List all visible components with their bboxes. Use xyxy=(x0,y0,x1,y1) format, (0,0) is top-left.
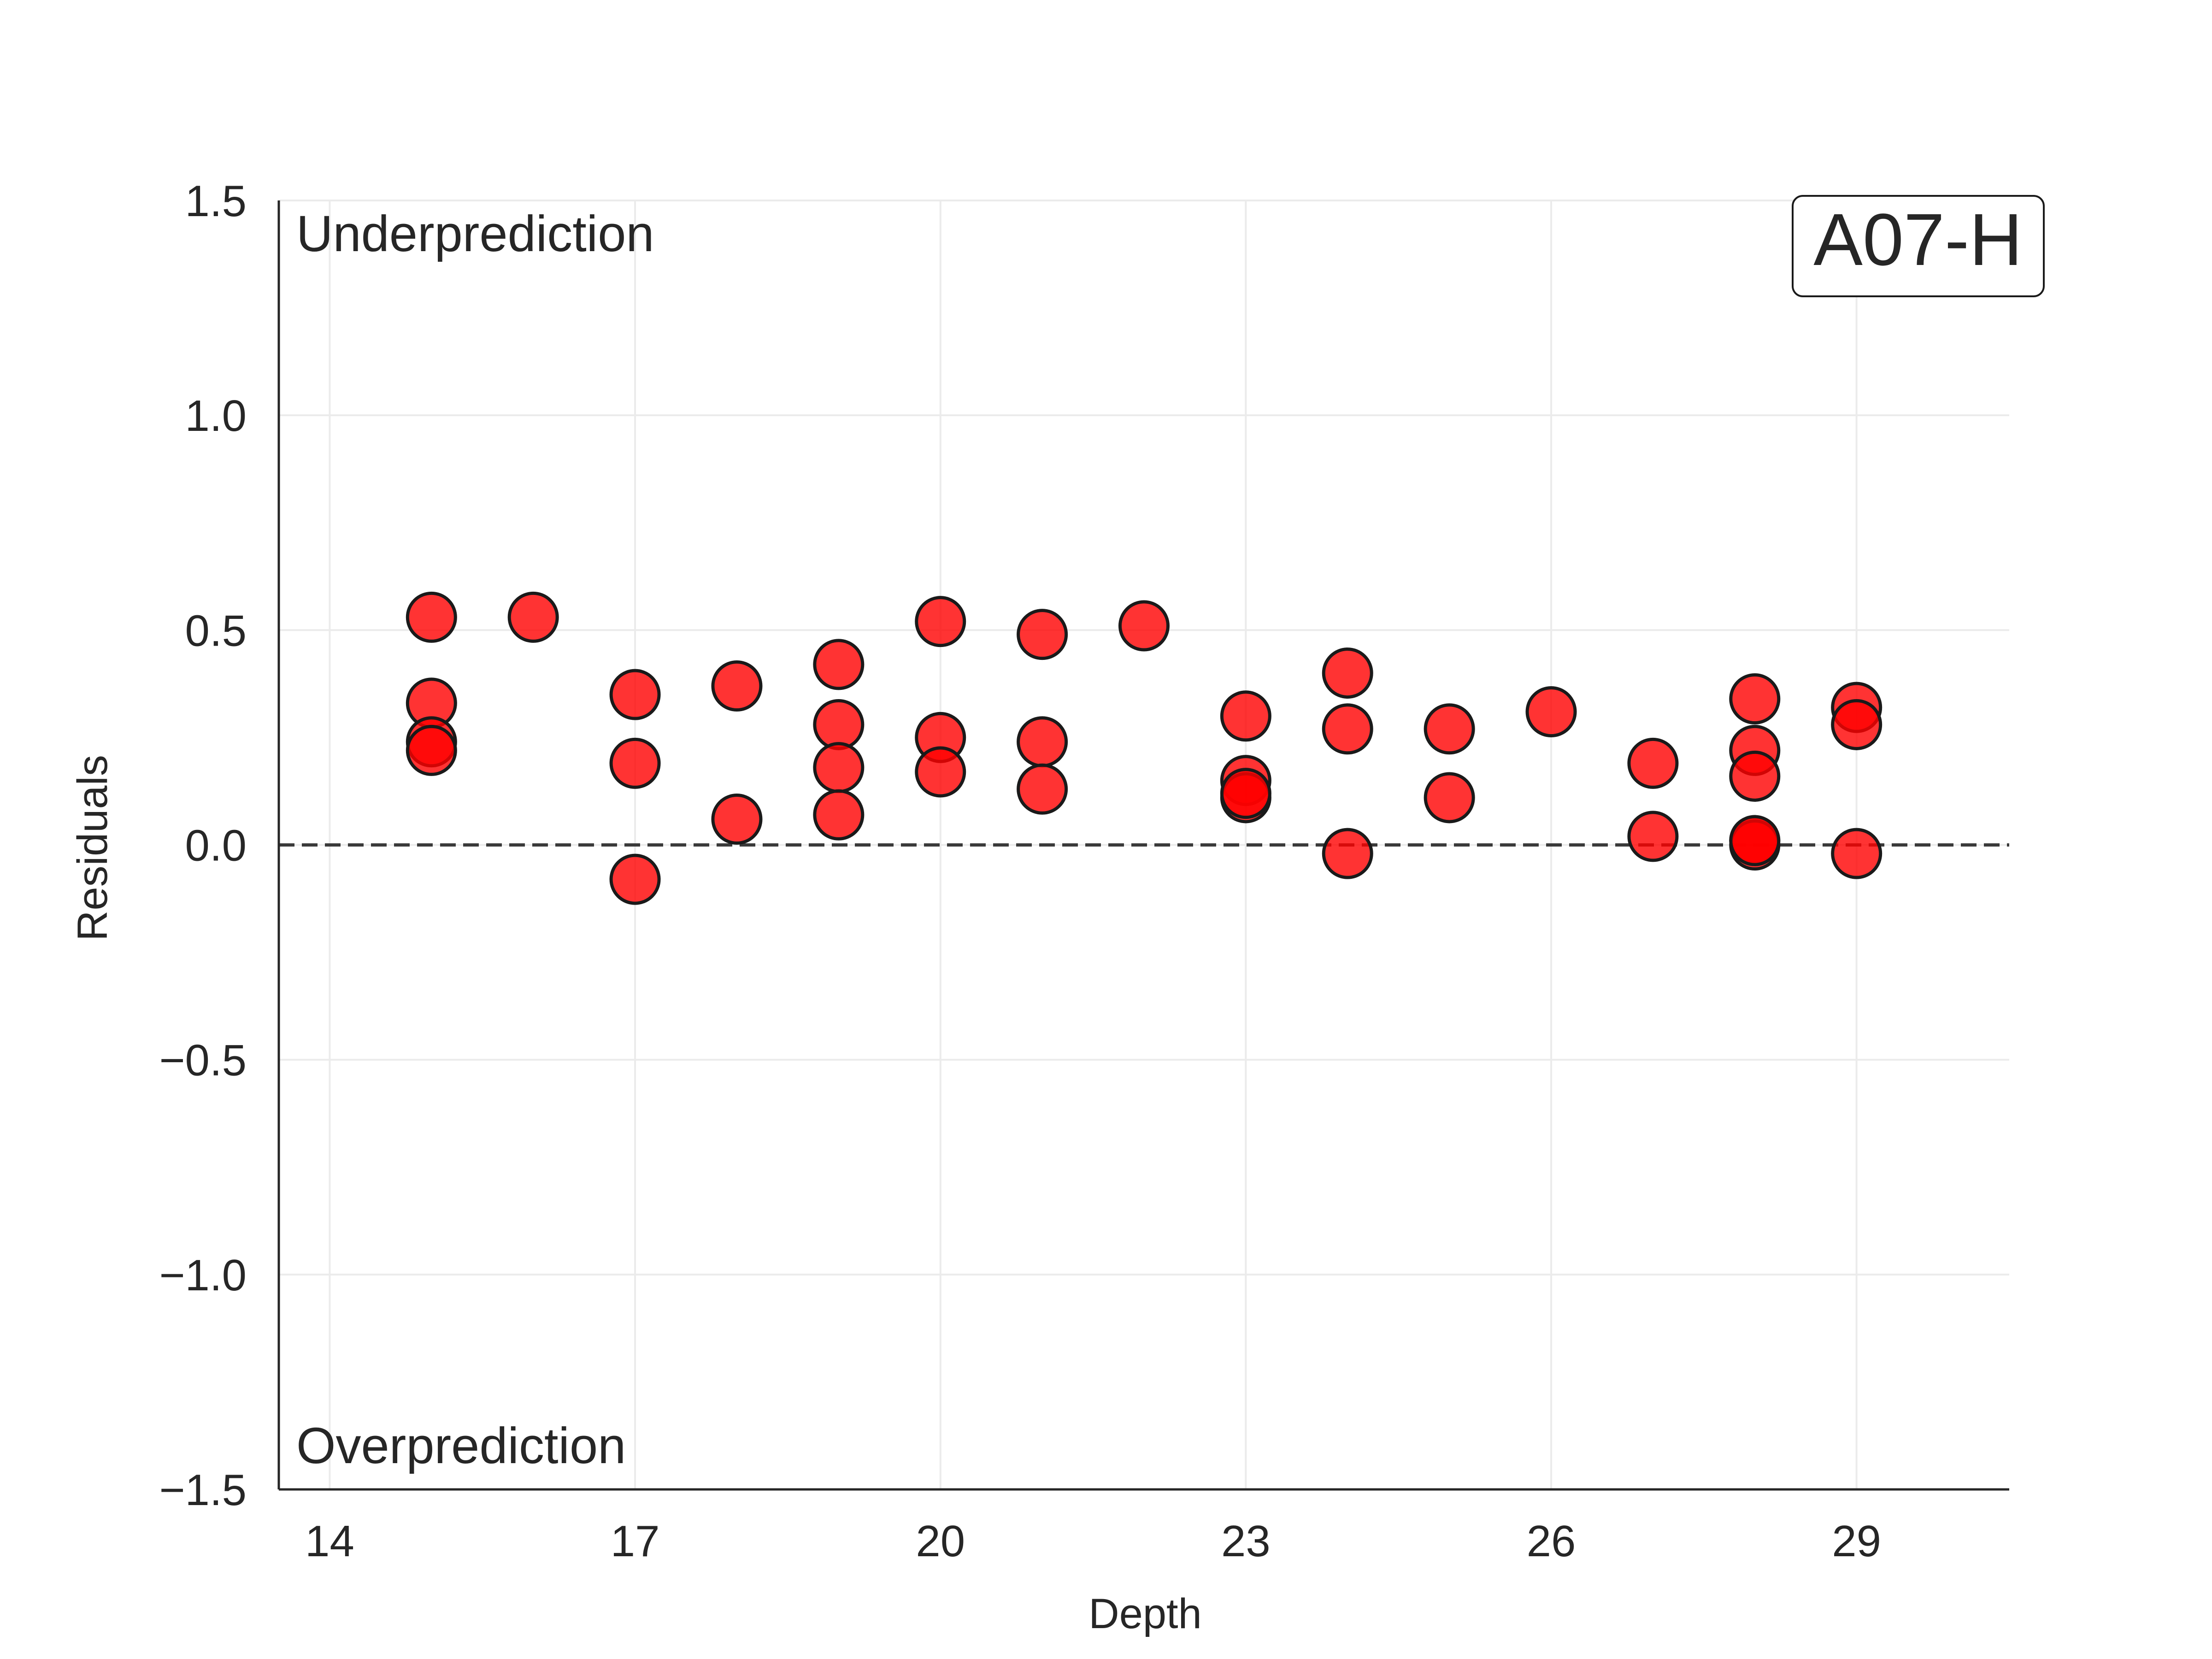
x-tick-label: 17 xyxy=(611,1517,660,1566)
region-label-top: Underprediction xyxy=(296,206,654,262)
panel-label: A07-H xyxy=(1813,198,2023,281)
y-tick-label: −1.0 xyxy=(159,1251,247,1300)
data-point xyxy=(1831,699,1883,750)
data-point xyxy=(1627,811,1679,862)
data-point xyxy=(507,591,559,643)
data-point xyxy=(1017,716,1068,768)
data-point xyxy=(1729,673,1781,725)
panel-label-box: A07-H xyxy=(1792,195,2045,297)
data-point xyxy=(609,853,661,905)
data-point xyxy=(915,746,966,798)
data-point xyxy=(1729,815,1781,866)
data-point xyxy=(915,596,966,647)
data-point xyxy=(1322,828,1373,879)
data-point xyxy=(1627,737,1679,789)
data-point xyxy=(813,699,865,750)
y-axis-title: Residuals xyxy=(69,755,116,941)
y-tick-label: −1.5 xyxy=(159,1465,247,1515)
data-point xyxy=(813,789,865,841)
data-point xyxy=(1017,763,1068,815)
x-tick-label: 29 xyxy=(1832,1517,1881,1566)
data-point xyxy=(406,724,457,776)
data-point xyxy=(1424,772,1475,824)
data-point xyxy=(1220,768,1271,819)
data-point xyxy=(1118,600,1170,652)
data-point xyxy=(1322,703,1373,755)
panel-label-frame xyxy=(1792,195,2045,297)
region-label-bottom: Overprediction xyxy=(296,1418,626,1474)
axes: 14 17 20 23 26 29 −1.5 −1.0 −0.5 0.0 0.5 1.0 1.5 xyxy=(159,176,2009,1566)
data-point xyxy=(1525,686,1577,737)
y-tick-label: −0.5 xyxy=(159,1036,247,1085)
x-axis-title: Depth xyxy=(1088,1590,1202,1637)
y-tick-label: 1.0 xyxy=(185,391,247,441)
y-tick-label: 1.5 xyxy=(185,176,247,226)
data-point xyxy=(1424,703,1475,755)
data-point xyxy=(711,660,763,712)
data-point xyxy=(1831,828,1883,879)
data-point xyxy=(1220,690,1271,742)
data-point xyxy=(711,794,763,845)
data-point xyxy=(406,591,457,643)
data-point xyxy=(813,639,865,690)
y-tick-label: 0.5 xyxy=(185,606,247,655)
data-point xyxy=(1322,647,1373,699)
x-tick-label: 14 xyxy=(305,1517,354,1566)
x-tick-label: 26 xyxy=(1527,1517,1576,1566)
data-points xyxy=(406,591,1883,905)
data-point xyxy=(609,737,661,789)
data-point xyxy=(609,669,661,720)
x-tick-label: 23 xyxy=(1221,1517,1271,1566)
data-point xyxy=(1017,609,1068,660)
x-tick-label: 20 xyxy=(916,1517,965,1566)
data-point xyxy=(813,742,865,794)
data-point xyxy=(1729,750,1781,802)
y-tick-label: 0.0 xyxy=(185,821,247,871)
